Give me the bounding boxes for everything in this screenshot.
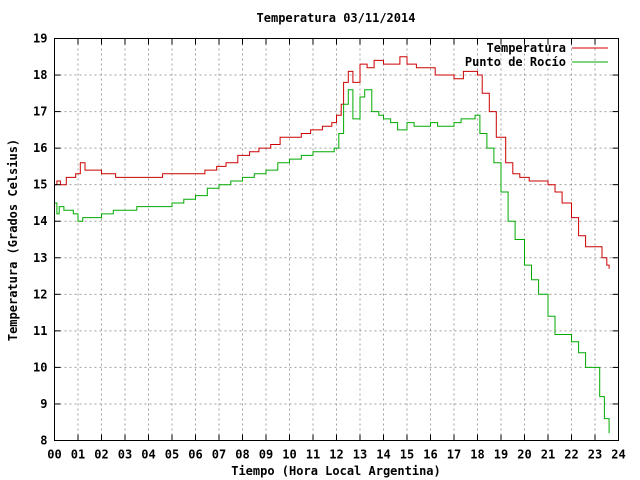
x-tick-label: 05 bbox=[165, 448, 179, 462]
x-tick-label: 16 bbox=[423, 448, 437, 462]
x-tick-label: 13 bbox=[353, 448, 367, 462]
x-tick-label: 00 bbox=[47, 448, 61, 462]
y-tick-label: 8 bbox=[40, 434, 47, 448]
x-tick-label: 14 bbox=[376, 448, 390, 462]
x-tick-label: 22 bbox=[564, 448, 578, 462]
legend-label: Punto de Rocío bbox=[465, 55, 566, 69]
x-tick-label: 18 bbox=[470, 448, 484, 462]
x-axis-label: Tiempo (Hora Local Argentina) bbox=[231, 464, 441, 478]
ticks bbox=[54, 38, 619, 441]
series-layer bbox=[54, 56, 610, 434]
x-tick-label: 02 bbox=[94, 448, 108, 462]
y-tick-label: 9 bbox=[40, 397, 47, 411]
y-tick-label: 16 bbox=[33, 141, 47, 155]
x-tick-label: 06 bbox=[188, 448, 202, 462]
y-tick-label: 14 bbox=[33, 214, 47, 228]
y-tick-label: 19 bbox=[33, 32, 47, 46]
y-tick-label: 11 bbox=[33, 324, 47, 338]
y-tick-labels: 8 9 10 11 12 13 14 15 16 17 18 19 bbox=[33, 32, 47, 448]
x-tick-label: 07 bbox=[212, 448, 226, 462]
x-tick-label: 01 bbox=[71, 448, 85, 462]
y-tick-label: 10 bbox=[33, 360, 47, 374]
x-tick-label: 04 bbox=[141, 448, 155, 462]
series-line-punto-de-roc-o bbox=[54, 89, 610, 434]
x-tick-label: 24 bbox=[611, 448, 625, 462]
x-tick-labels: 00 01 02 03 04 05 06 07 08 09 10 11 12 13 14 15 16 17 18 19… bbox=[47, 448, 625, 462]
x-tick-label: 19 bbox=[494, 448, 508, 462]
y-tick-label: 17 bbox=[33, 105, 47, 119]
x-tick-label: 20 bbox=[517, 448, 531, 462]
y-tick-label: 18 bbox=[33, 68, 47, 82]
series-line-temperatura bbox=[54, 56, 610, 269]
x-tick-label: 10 bbox=[282, 448, 296, 462]
x-tick-label: 21 bbox=[541, 448, 555, 462]
grid bbox=[54, 38, 619, 441]
x-tick-label: 23 bbox=[588, 448, 602, 462]
y-axis-label: Temperatura (Grados Celsius) bbox=[6, 139, 20, 341]
x-tick-label: 12 bbox=[329, 448, 343, 462]
x-tick-label: 15 bbox=[400, 448, 414, 462]
x-tick-label: 11 bbox=[306, 448, 320, 462]
y-tick-label: 15 bbox=[33, 178, 47, 192]
x-tick-label: 03 bbox=[118, 448, 132, 462]
x-tick-label: 08 bbox=[235, 448, 249, 462]
y-tick-label: 12 bbox=[33, 287, 47, 301]
legend-label: Temperatura bbox=[487, 41, 566, 55]
x-tick-label: 17 bbox=[447, 448, 461, 462]
y-tick-label: 13 bbox=[33, 251, 47, 265]
x-tick-label: 09 bbox=[259, 448, 273, 462]
chart-title: Temperatura 03/11/2014 bbox=[257, 11, 416, 25]
